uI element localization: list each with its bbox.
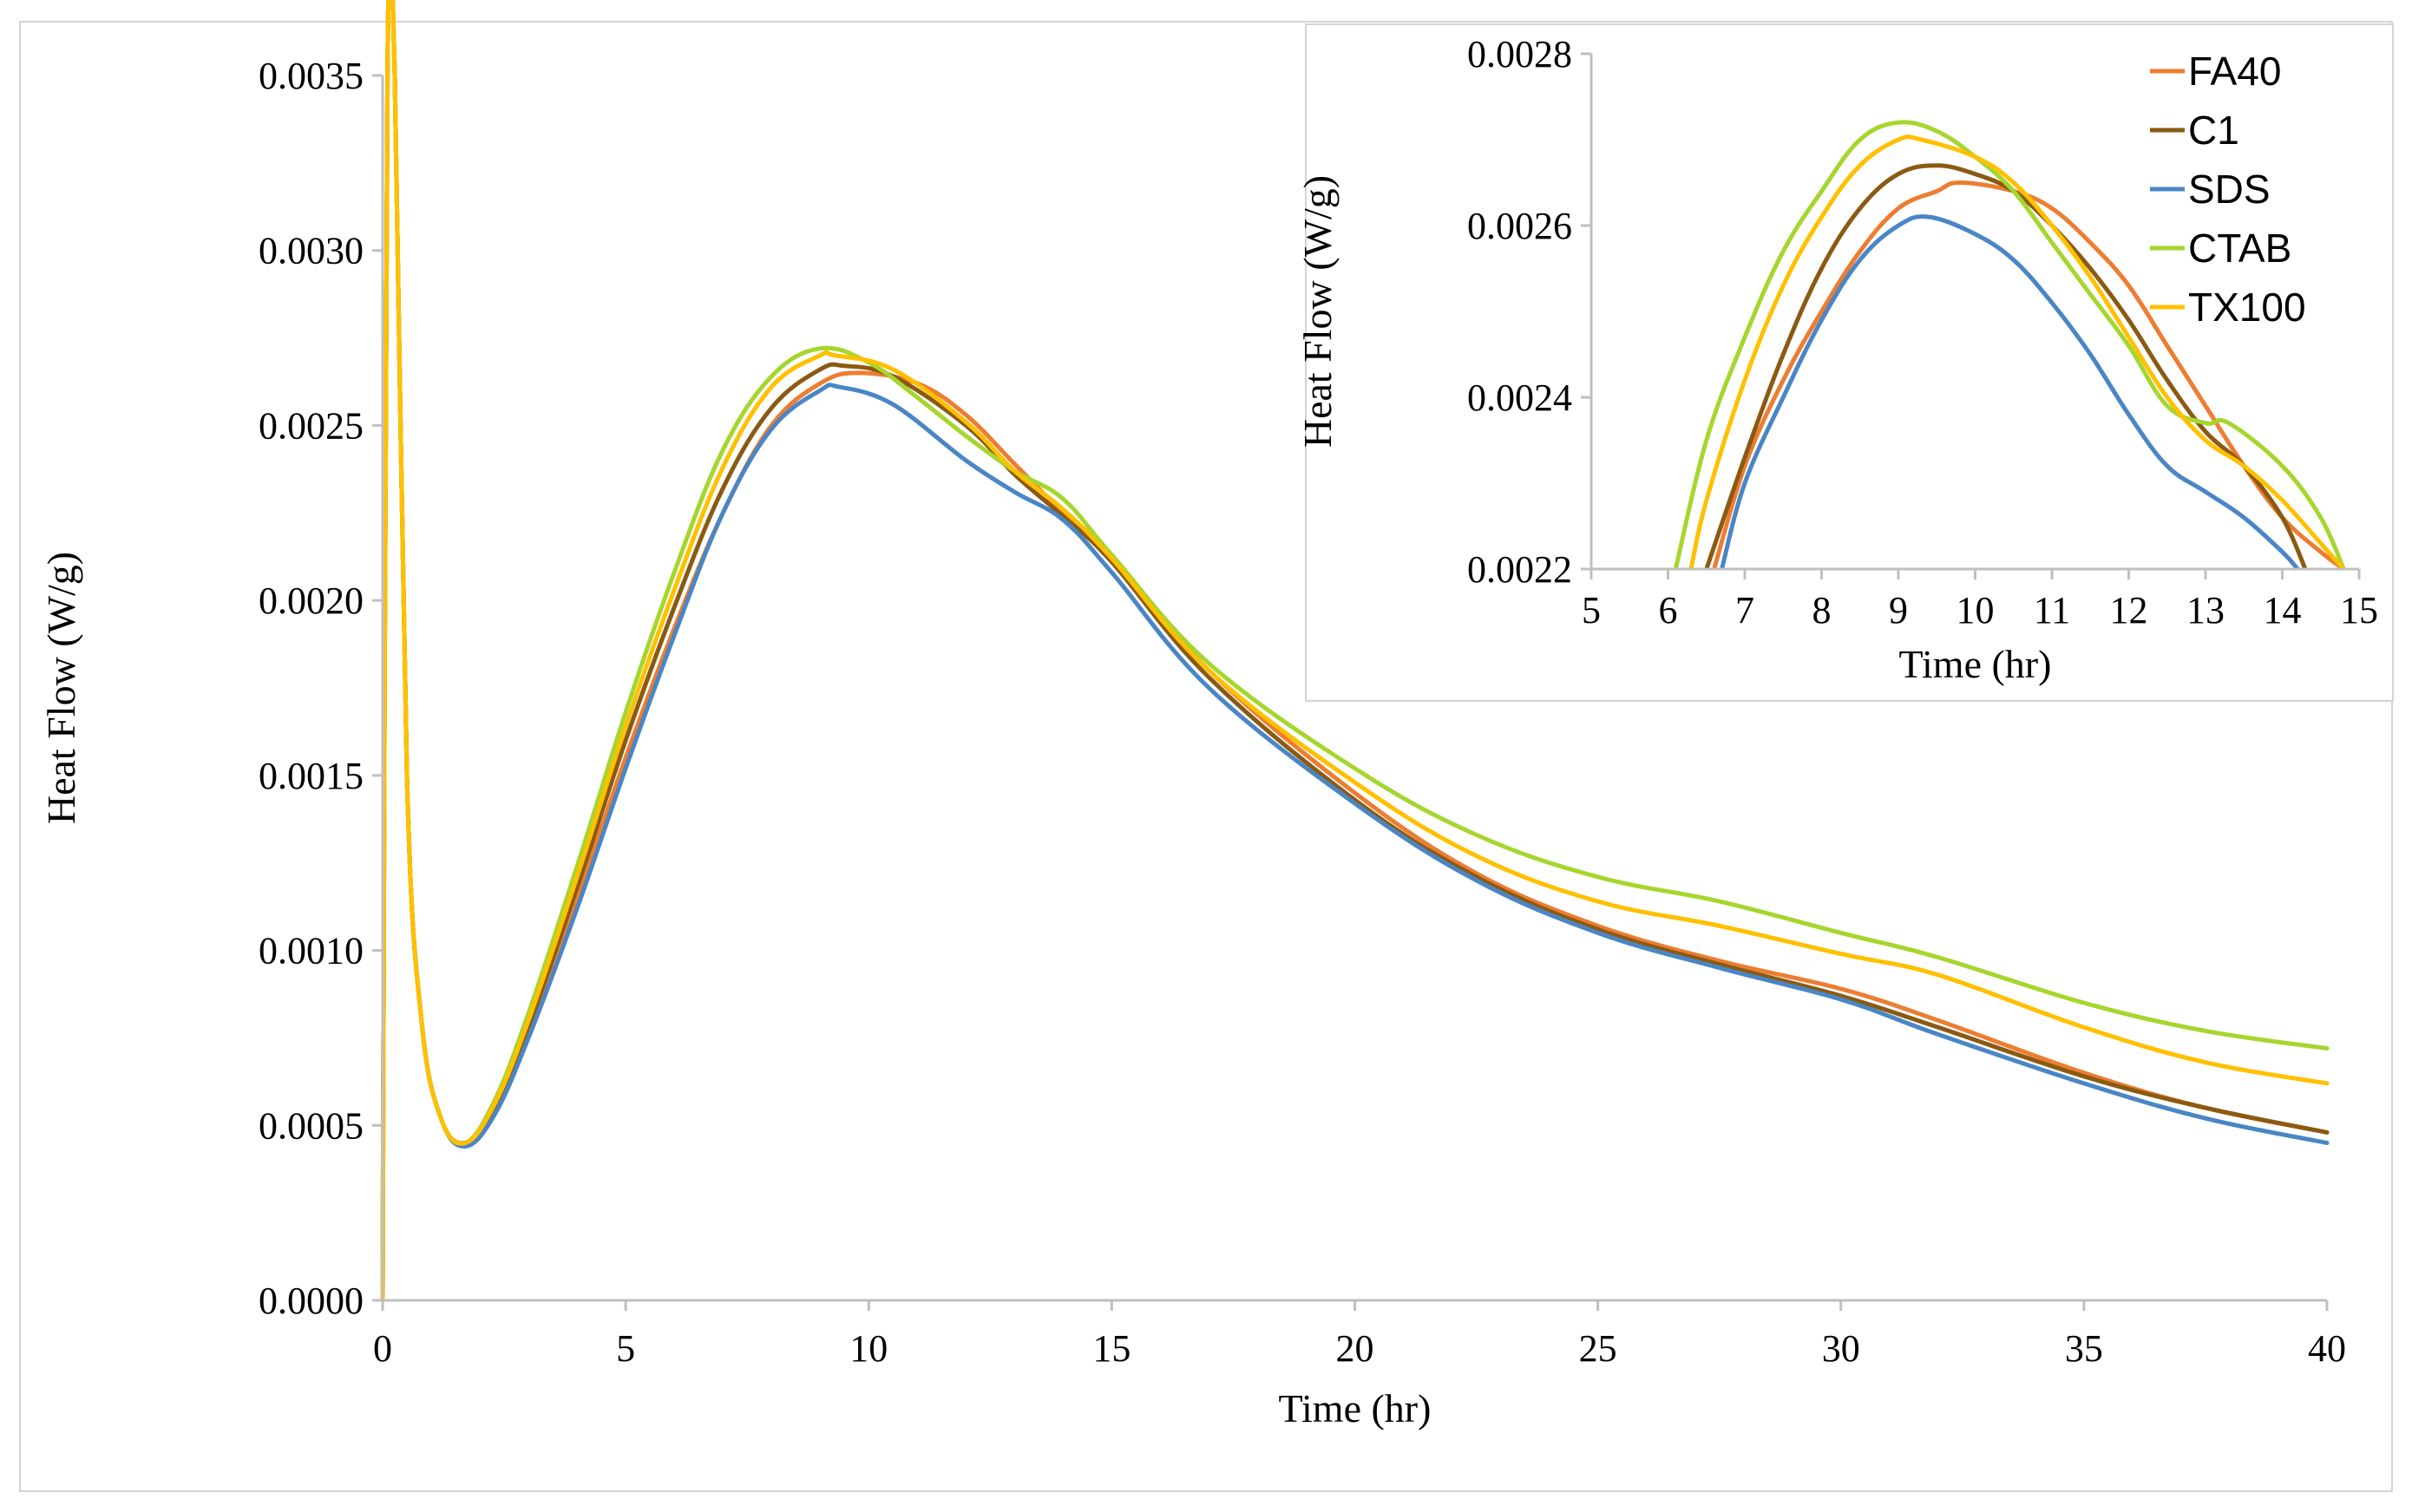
main-x-tick-label: 20 — [1336, 1327, 1374, 1370]
main-x-axis-title: Time (hr) — [1279, 1386, 1432, 1430]
inset-series-sds — [1720, 214, 2300, 569]
main-x-tick-label: 5 — [616, 1327, 635, 1370]
inset-x-ticks: 5 6 7 8 9 10 11 12 13 14 15 — [1582, 569, 2378, 632]
main-y-tick-label: 0.0030 — [259, 230, 364, 272]
inset-x-tick-label: 5 — [1582, 589, 1601, 632]
inset-x-tick-label: 6 — [1659, 589, 1678, 632]
inset-x-tick-label: 9 — [1889, 589, 1908, 632]
inset-y-tick-label: 0.0028 — [1467, 33, 1572, 75]
main-series-tx100 — [380, 0, 2330, 1303]
main-y-tick-label: 0.0015 — [259, 755, 364, 797]
main-y-tick-label: 0.0010 — [259, 930, 364, 972]
main-y-tick-label: 0.0035 — [259, 55, 364, 97]
inset-x-tick-label: 13 — [2186, 589, 2225, 632]
main-y-tick-label: 0.0025 — [259, 404, 364, 447]
inset-background — [1305, 23, 2394, 702]
legend-label-ctab: CTAB — [2188, 226, 2291, 271]
inset-x-axis-title: Time (hr) — [1899, 642, 2052, 686]
main-x-tick-label: 40 — [2308, 1327, 2346, 1370]
legend-label-tx100: TX100 — [2188, 285, 2306, 330]
main-x-tick-label: 35 — [2065, 1327, 2103, 1370]
inset-chart: 0.0022 0.0024 0.0026 0.0028 5 6 7 8 9 10 11 12 13 14… — [1295, 23, 2394, 702]
legend-label-fa40: FA40 — [2188, 49, 2281, 94]
inset-y-axis-title: Heat Flow (W/g) — [1295, 175, 1340, 448]
main-y-tick-label: 0.0000 — [259, 1280, 364, 1322]
inset-x-tick-label: 10 — [1956, 589, 1995, 632]
inset-y-tick-label: 0.0024 — [1467, 376, 1572, 419]
main-y-tick-label: 0.0020 — [259, 579, 364, 622]
main-series-group — [380, 0, 2330, 1303]
main-x-tick-label: 30 — [1822, 1327, 1860, 1370]
main-y-axis-title: Heat Flow (W/g) — [39, 552, 83, 824]
legend-label-c1: C1 — [2188, 108, 2239, 153]
main-x-tick-label: 10 — [849, 1327, 888, 1370]
inset-y-ticks: 0.0022 0.0024 0.0026 0.0028 — [1467, 33, 1591, 591]
inset-x-tick-label: 7 — [1735, 589, 1754, 632]
main-x-tick-label: 0 — [373, 1327, 392, 1370]
main-y-tick-label: 0.0005 — [259, 1104, 364, 1147]
inset-y-tick-label: 0.0026 — [1467, 205, 1572, 247]
main-chart: 0.0000 0.0005 0.0010 0.0015 0.0020 0.0025 0.00… — [39, 0, 2346, 1430]
inset-series-group — [1673, 120, 2346, 569]
inset-x-tick-label: 8 — [1812, 589, 1832, 632]
inset-y-tick-label: 0.0022 — [1467, 548, 1572, 591]
legend: FA40 C1 SDS CTAB TX100 — [2150, 49, 2306, 330]
main-x-tick-label: 25 — [1579, 1327, 1617, 1370]
inset-x-tick-label: 11 — [2034, 589, 2070, 632]
inset-series-tx100 — [1688, 134, 2346, 569]
inset-series-c1 — [1704, 163, 2308, 569]
main-x-ticks: 0 5 10 15 20 25 30 35 40 — [373, 1300, 2346, 1370]
inset-x-tick-label: 14 — [2264, 589, 2302, 632]
main-y-ticks: 0.0000 0.0005 0.0010 0.0015 0.0020 0.0025 0.00… — [259, 55, 383, 1322]
inset-x-tick-label: 12 — [2110, 589, 2148, 632]
legend-label-sds: SDS — [2188, 167, 2271, 212]
inset-x-tick-label: 15 — [2340, 589, 2378, 632]
inset-series-ctab — [1673, 120, 2346, 569]
main-x-tick-label: 15 — [1092, 1327, 1131, 1370]
